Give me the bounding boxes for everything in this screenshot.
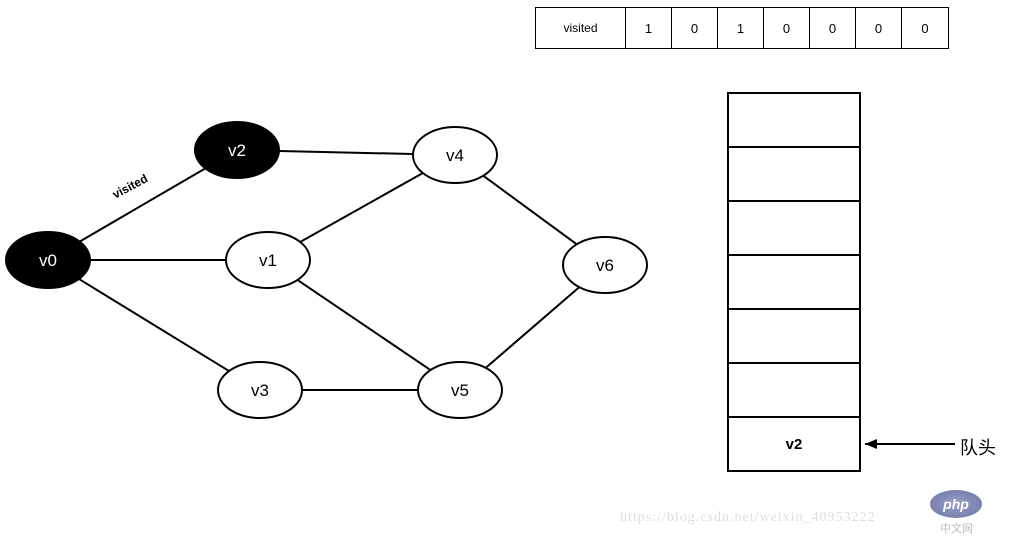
- graph-node-label: v4: [446, 146, 464, 165]
- graph-node-label: v6: [596, 256, 614, 275]
- queue-cell: [729, 308, 859, 362]
- queue-cell: [729, 254, 859, 308]
- queue-cell: [729, 200, 859, 254]
- queue-cell: v2: [729, 416, 859, 470]
- queue-head-label: 队头: [960, 434, 996, 460]
- php-logo: php: [930, 490, 982, 518]
- graph-node-label: v1: [259, 251, 277, 270]
- watermark-text: https://blog.csdn.net/weixin_40953222: [620, 510, 876, 526]
- graph-node-label: v2: [228, 141, 246, 160]
- graph-node-label: v5: [451, 381, 469, 400]
- graph-edge: [300, 173, 423, 242]
- graph-edge: [297, 280, 430, 370]
- queue-cell: [729, 362, 859, 416]
- php-caption: 中文网: [940, 520, 973, 536]
- graph-edge: [483, 176, 576, 245]
- graph-edge-label: visited: [110, 171, 150, 201]
- graph-edge: [79, 279, 229, 371]
- graph-node-label: v0: [39, 251, 57, 270]
- graph-edge: [279, 151, 413, 154]
- graph-node-label: v3: [251, 381, 269, 400]
- queue: v2: [727, 92, 861, 472]
- graph-edge: [486, 287, 580, 368]
- queue-cell: [729, 92, 859, 146]
- queue-cell: [729, 146, 859, 200]
